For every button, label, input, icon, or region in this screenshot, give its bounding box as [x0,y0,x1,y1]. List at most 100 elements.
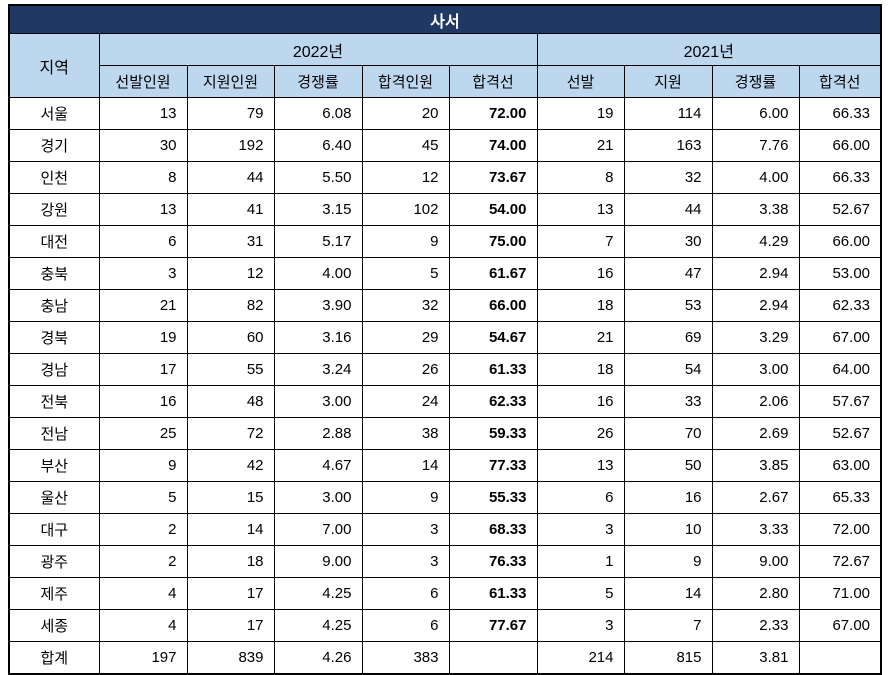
value-cell: 66.33 [798,97,882,130]
table-row: 대구 2 14 7.00 3 68.33 3 10 3.33 72.00 [8,513,882,546]
col-2021-ratio: 경쟁률 [711,65,800,98]
value-cell: 5.50 [273,161,363,194]
value-cell: 2.94 [711,289,800,322]
value-cell: 214 [536,641,625,675]
value-cell: 14 [186,513,275,546]
region-cell: 충북 [8,257,100,290]
value-cell: 3.00 [273,481,363,514]
value-cell: 3.85 [711,449,800,482]
value-cell: 64.00 [798,353,882,386]
value-cell: 72.00 [798,513,882,546]
value-cell: 26 [361,353,450,386]
value-cell: 3 [361,513,450,546]
value-cell: 8 [98,161,188,194]
value-cell [798,641,882,675]
value-cell: 38 [361,417,450,450]
value-cell: 47 [623,257,713,290]
value-cell: 33 [623,385,713,418]
value-cell: 26 [536,417,625,450]
value-cell: 30 [98,129,188,162]
value-cell: 2 [98,545,188,578]
col-2021-selected: 선발 [536,65,625,98]
value-cell: 72.67 [798,545,882,578]
region-cell: 제주 [8,577,100,610]
value-cell: 13 [98,97,188,130]
col-2022-cutline: 합격선 [448,65,538,98]
value-cell: 18 [186,545,275,578]
value-cell: 1 [536,545,625,578]
table-row: 충남 21 82 3.90 32 66.00 18 53 2.94 62.33 [8,289,882,322]
value-cell: 10 [623,513,713,546]
value-cell: 60 [186,321,275,354]
total-row: 합계 197 839 4.26 383 214 815 3.81 [8,641,882,675]
value-cell: 3.24 [273,353,363,386]
col-2022-selected: 선발인원 [98,65,188,98]
value-cell: 3.15 [273,193,363,226]
value-cell: 29 [361,321,450,354]
value-cell: 2.06 [711,385,800,418]
value-cell: 114 [623,97,713,130]
value-cell: 82 [186,289,275,322]
value-cell: 74.00 [448,129,538,162]
value-cell: 6 [98,225,188,258]
value-cell: 192 [186,129,275,162]
value-cell: 4.29 [711,225,800,258]
value-cell: 52.67 [798,417,882,450]
value-cell: 2.80 [711,577,800,610]
value-cell: 55 [186,353,275,386]
value-cell: 8 [536,161,625,194]
value-cell: 5 [536,577,625,610]
col-2022-applicants: 지원인원 [186,65,275,98]
value-cell: 4 [98,577,188,610]
value-cell: 48 [186,385,275,418]
value-cell: 21 [536,129,625,162]
value-cell: 14 [361,449,450,482]
value-cell: 24 [361,385,450,418]
value-cell: 18 [536,289,625,322]
region-cell: 세종 [8,609,100,642]
table-row: 광주 2 18 9.00 3 76.33 1 9 9.00 72.67 [8,545,882,578]
value-cell: 7 [623,609,713,642]
value-cell: 6 [361,577,450,610]
value-cell: 68.33 [448,513,538,546]
value-cell: 30 [623,225,713,258]
value-cell: 3.00 [273,385,363,418]
value-cell: 53 [623,289,713,322]
value-cell: 17 [186,577,275,610]
region-cell: 서울 [8,97,100,130]
region-cell: 전남 [8,417,100,450]
value-cell: 32 [361,289,450,322]
region-cell: 경남 [8,353,100,386]
region-cell: 대구 [8,513,100,546]
value-cell: 13 [536,449,625,482]
value-cell: 102 [361,193,450,226]
col-2021-cutline: 합격선 [798,65,882,98]
table-row: 경북 19 60 3.16 29 54.67 21 69 3.29 67.00 [8,321,882,354]
value-cell: 63.00 [798,449,882,482]
table-row: 세종 4 17 4.25 6 77.67 3 7 2.33 67.00 [8,609,882,642]
value-cell: 9.00 [711,545,800,578]
year-2021-header: 2021년 [536,33,882,66]
table-row: 인천 8 44 5.50 12 73.67 8 32 4.00 66.33 [8,161,882,194]
value-cell: 72 [186,417,275,450]
value-cell: 54.67 [448,321,538,354]
table-row: 서울 13 79 6.08 20 72.00 19 114 6.00 66.33 [8,97,882,130]
value-cell: 42 [186,449,275,482]
value-cell: 9 [98,449,188,482]
value-cell: 4 [98,609,188,642]
value-cell: 61.33 [448,577,538,610]
value-cell [448,641,538,675]
value-cell: 6 [536,481,625,514]
value-cell: 18 [536,353,625,386]
value-cell: 21 [536,321,625,354]
value-cell: 2.67 [711,481,800,514]
value-cell: 7.76 [711,129,800,162]
table-row: 충북 3 12 4.00 5 61.67 16 47 2.94 53.00 [8,257,882,290]
col-2021-applicants: 지원 [623,65,713,98]
value-cell: 75.00 [448,225,538,258]
value-cell: 9 [361,225,450,258]
table-row: 제주 4 17 4.25 6 61.33 5 14 2.80 71.00 [8,577,882,610]
value-cell: 67.00 [798,321,882,354]
col-2022-ratio: 경쟁률 [273,65,363,98]
